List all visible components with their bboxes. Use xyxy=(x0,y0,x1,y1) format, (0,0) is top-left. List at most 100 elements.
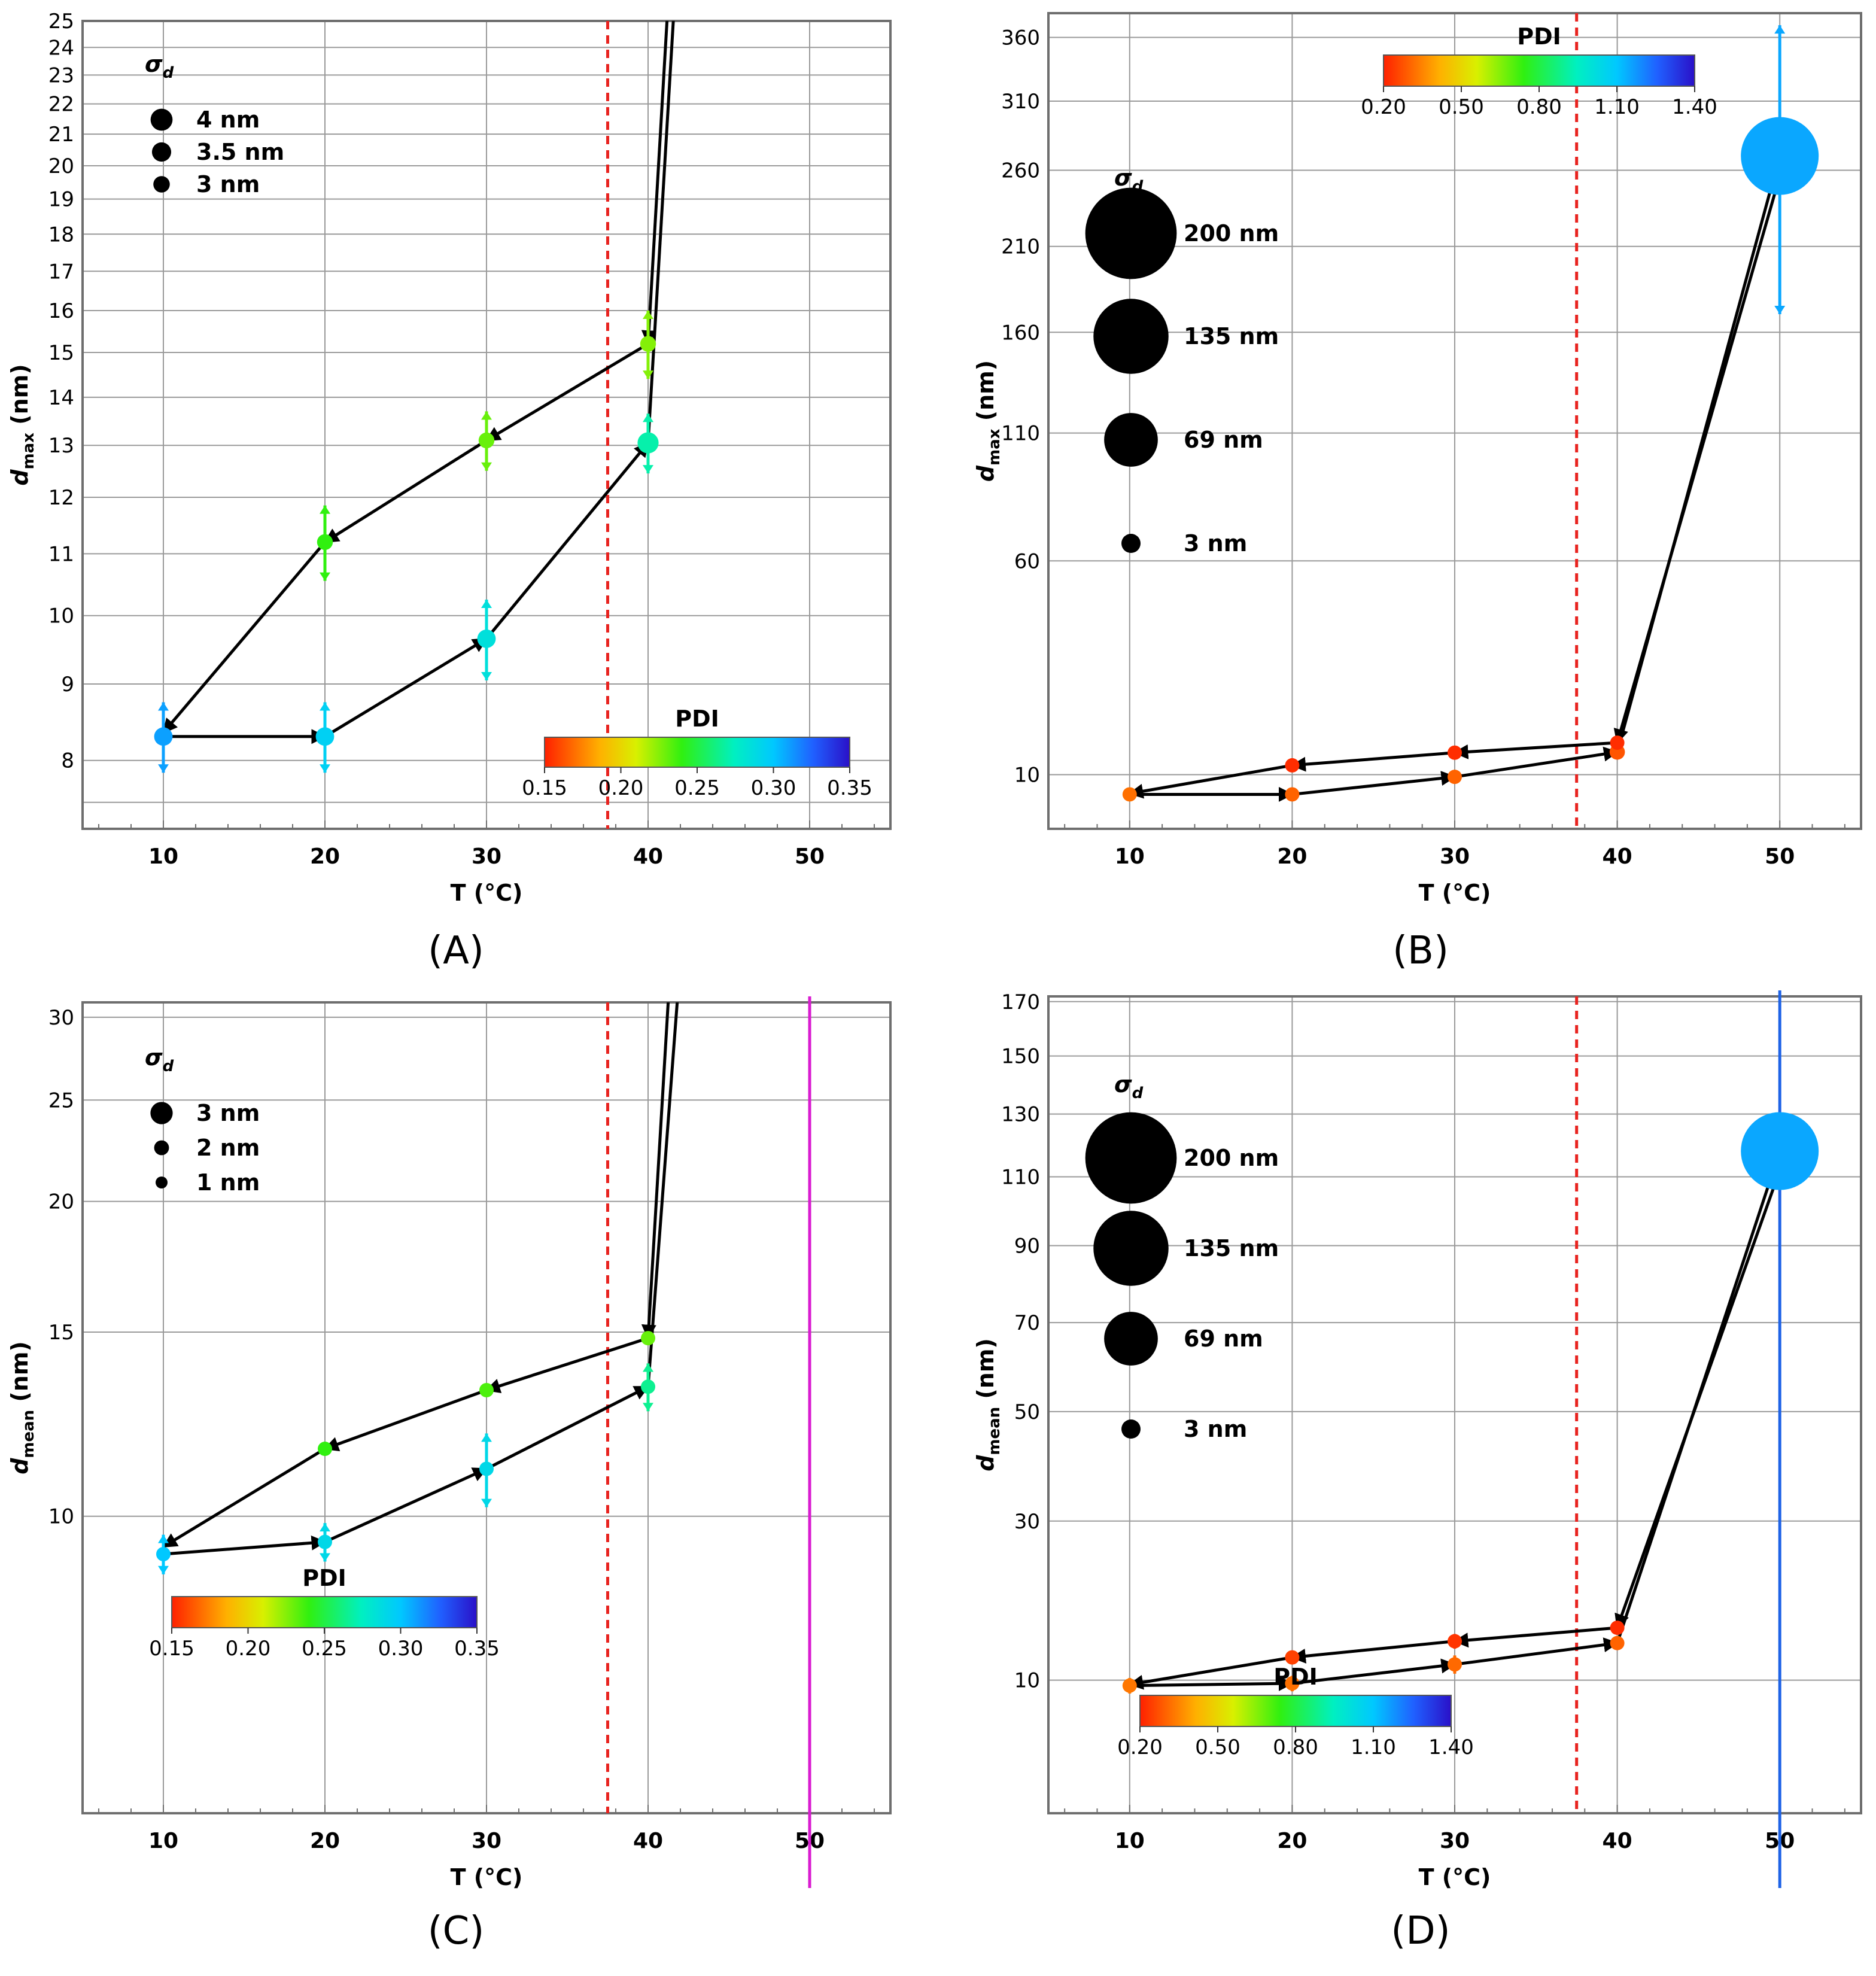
y-tick-label: 24 xyxy=(48,36,74,60)
y-axis-label-unit: (nm) xyxy=(7,364,33,433)
colorbar-tick-label: 1.10 xyxy=(1351,1735,1396,1759)
colorbar-gradient xyxy=(1383,54,1695,87)
colorbar-tick-label: 0.30 xyxy=(751,776,796,800)
panel-label-a: (A) xyxy=(428,929,484,973)
data-point xyxy=(1285,1676,1300,1691)
error-bar-cap-bottom xyxy=(1774,305,1786,314)
trend-arrow xyxy=(1453,741,1617,759)
y-tick-label: 60 xyxy=(1014,549,1040,573)
error-bar-cap-bottom xyxy=(320,572,330,581)
data-point xyxy=(317,534,333,551)
trend-arrow xyxy=(485,1336,649,1393)
error-bar-cap-bottom xyxy=(320,1553,330,1562)
x-tick-label: 40 xyxy=(1603,844,1632,869)
y-tick-label: 8 xyxy=(61,749,74,773)
y-axis-label-symbol: d xyxy=(972,465,999,482)
trend-arrow xyxy=(485,342,649,442)
legend-title-subscript: d xyxy=(1132,1084,1144,1102)
y-tick-label: 19 xyxy=(48,188,74,212)
panel-label-b: (B) xyxy=(1392,929,1449,973)
colorbar-tick-label: 0.35 xyxy=(827,776,872,800)
data-point xyxy=(156,1546,171,1561)
data-point xyxy=(1448,1657,1462,1672)
trend-arrow xyxy=(323,439,488,543)
colorbar-tick-label: 0.25 xyxy=(302,1637,347,1661)
trend-arrow xyxy=(641,21,669,346)
y-tick-label: 25 xyxy=(48,1089,74,1112)
legend-label: 69 nm xyxy=(1184,427,1263,453)
x-tick-label: 50 xyxy=(795,844,825,869)
trend-arrow xyxy=(1453,1626,1617,1648)
trend-arrow xyxy=(641,1002,670,1340)
legend-title-subscript: d xyxy=(163,64,174,82)
y-axis-label: dmax (nm) xyxy=(972,360,1004,482)
trend-arrow xyxy=(1129,1676,1294,1691)
y-tick-label: 16 xyxy=(48,299,74,323)
colorbar-tick-label: 0.35 xyxy=(454,1637,500,1661)
legend-label: 69 nm xyxy=(1184,1326,1263,1352)
y-tick-label: 20 xyxy=(48,154,74,178)
data-point xyxy=(641,1379,655,1394)
x-tick-label: 20 xyxy=(1277,1829,1307,1853)
error-bar-cap-top xyxy=(320,702,330,711)
y-tick-label: 22 xyxy=(48,93,74,117)
legend-marker xyxy=(150,108,173,131)
panel-b: 10 60 110 160 210 260 310 360 10 20 30 40 50 T (°C) dm… xyxy=(972,12,1862,906)
y-axis-label-symbol: d xyxy=(7,1458,33,1475)
colorbar-tick-label: 1.40 xyxy=(1672,95,1717,119)
data-point xyxy=(1741,1112,1819,1190)
data-point xyxy=(1285,758,1300,773)
y-axis-label-unit: (nm) xyxy=(7,1341,33,1410)
error-bar-cap-bottom xyxy=(158,1565,169,1574)
legend-label: 3 nm xyxy=(196,1100,260,1126)
y-tick-label: 260 xyxy=(1001,159,1040,183)
data-layer xyxy=(1122,1112,1819,1694)
data-point xyxy=(318,1442,332,1457)
trend-arrow xyxy=(1614,1169,1781,1630)
data-layer xyxy=(156,1002,679,1574)
legend-label: 2 nm xyxy=(196,1135,260,1161)
legend-label: 135 nm xyxy=(1184,323,1279,349)
error-bar-cap-bottom xyxy=(643,370,653,379)
trend-arrow xyxy=(1454,746,1619,779)
data-point xyxy=(1610,735,1625,750)
legend-marker xyxy=(1093,1211,1169,1286)
data-point xyxy=(479,1382,494,1397)
legend-title: σd xyxy=(145,1044,174,1075)
trend-arrow xyxy=(1128,764,1293,799)
legend-marker xyxy=(150,1102,173,1124)
error-bar-cap-top xyxy=(643,414,653,422)
y-axis-label: dmean (nm) xyxy=(972,1338,1004,1472)
data-layer xyxy=(154,21,675,773)
y-tick-label: 170 xyxy=(1001,990,1040,1014)
error-bar-cap-top xyxy=(158,1534,169,1543)
trend-arrow xyxy=(324,637,488,738)
y-tick-label: 23 xyxy=(48,63,74,87)
x-tick-label: 30 xyxy=(1440,1829,1470,1853)
data-point xyxy=(1610,1635,1625,1650)
y-axis-label: dmax (nm) xyxy=(7,364,38,485)
legend-marker xyxy=(1104,413,1158,467)
colorbar-title: PDI xyxy=(1517,23,1561,50)
error-bar-cap-bottom xyxy=(320,764,330,773)
trend-arrow xyxy=(1292,771,1457,796)
y-axis-label-subscript: max xyxy=(986,428,1004,466)
legend-label: 3 nm xyxy=(1184,1416,1247,1442)
data-point xyxy=(315,727,335,746)
data-point xyxy=(1285,787,1300,802)
legend-label: 4 nm xyxy=(196,107,260,133)
data-point xyxy=(318,1534,332,1549)
legend-label: 135 nm xyxy=(1184,1235,1279,1261)
trend-arrow xyxy=(1454,1637,1619,1666)
trend-arrow xyxy=(646,1002,679,1387)
error-bar-cap-top xyxy=(320,505,330,514)
legend-marker xyxy=(1085,1112,1177,1204)
data-point xyxy=(1448,1634,1462,1649)
y-tick-label: 70 xyxy=(1014,1311,1040,1335)
y-tick-label: 310 xyxy=(1001,90,1040,114)
legend-title: σd xyxy=(145,51,174,82)
x-tick-label: 10 xyxy=(148,844,178,869)
panel-label-c: (C) xyxy=(428,1909,485,1953)
legend-label: 3 nm xyxy=(196,171,260,197)
legend-title-subscript: d xyxy=(163,1057,174,1075)
